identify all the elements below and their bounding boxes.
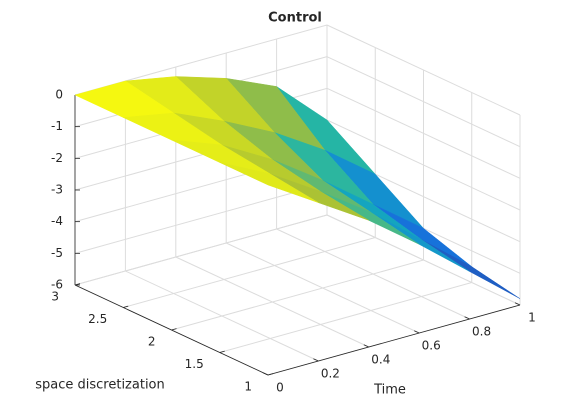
tick-mark: [267, 373, 274, 376]
surface-patch: [219, 162, 319, 203]
y-tick-label: 2.5: [88, 312, 107, 326]
tick-mark: [414, 330, 420, 334]
z-tick-label: -6: [51, 278, 63, 292]
x-tick-label: 0.6: [422, 339, 441, 353]
x-tick-label: 0.8: [472, 325, 491, 339]
surface-patch: [421, 239, 521, 299]
z-tick-label: -1: [51, 119, 63, 133]
grid-line: [74, 182, 328, 254]
grid-line: [74, 214, 328, 286]
tick-mark: [313, 358, 319, 362]
y-tick-label: 3: [51, 290, 59, 304]
grid-line: [171, 259, 424, 331]
z-tick-label: -3: [51, 183, 63, 197]
z-tick-label: -2: [51, 151, 63, 165]
z-tick-label: -5: [51, 246, 63, 260]
grid-line: [326, 214, 521, 306]
x-tick-label: 1: [528, 311, 536, 325]
y-tick-label: 2: [148, 335, 156, 349]
tick-mark: [464, 316, 470, 320]
y-tick-label: 1: [244, 380, 252, 394]
z-tick-label: 0: [55, 88, 63, 102]
tick-mark: [262, 372, 269, 376]
grid-line: [326, 87, 521, 179]
x-axis-label: Time: [373, 383, 406, 398]
axis-line: [267, 304, 521, 376]
y-axis-label: space discretization: [35, 378, 165, 393]
tick-mark: [74, 283, 81, 286]
tick-mark: [363, 344, 369, 348]
tick-mark: [514, 302, 521, 306]
tick-mark: [171, 328, 177, 331]
tick-mark: [123, 305, 129, 308]
chart-title: Control: [268, 11, 322, 26]
surface-patch: [372, 204, 472, 267]
grid-line: [219, 282, 472, 353]
x-tick-label: 0.4: [371, 353, 390, 367]
z-tick-label: -4: [51, 214, 63, 228]
grid-line: [326, 24, 521, 116]
tick-mark: [219, 350, 225, 353]
y-tick-label: 1.5: [185, 357, 204, 371]
grid-line: [326, 56, 521, 148]
grid-line: [123, 237, 376, 308]
x-tick-label: 0.2: [321, 367, 340, 381]
grid-line: [326, 119, 521, 211]
x-tick-label: 0: [276, 381, 284, 395]
